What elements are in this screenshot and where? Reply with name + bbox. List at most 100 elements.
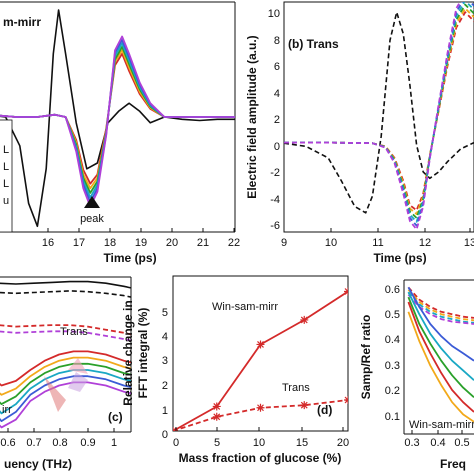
panel-a-series-0 — [0, 9, 235, 228]
panel-c-x-ticks: 0.6 0.7 0.8 0.9 1 — [0, 428, 117, 449]
panel-e-series-4 — [407, 286, 474, 362]
panel-b-y-axis-label: Electric field amplitude (a.u.) — [245, 35, 259, 198]
panel-a-x-tick-label: 21 — [197, 237, 209, 249]
panel-d-y-ticks: 0 1 2 3 4 5 — [162, 307, 168, 441]
panel-b-series-0 — [284, 11, 474, 214]
panel-a-legend-fragment-3: L — [3, 178, 9, 190]
panel-c-trend-arrows — [44, 358, 88, 412]
panel-c-label: (c) — [108, 410, 123, 424]
panel-c-frame — [0, 276, 132, 433]
panel-e-x-ticks: 0.3 0.4 0.5 — [404, 430, 470, 449]
panel-c-plot — [0, 280, 131, 429]
panel-c-x-tick-label: 1 — [111, 437, 117, 449]
panel-b-series-5 — [284, 2, 474, 227]
panel-c-downward-arrow — [44, 376, 66, 412]
panel-d-y-tick-label: 3 — [162, 355, 168, 367]
panel-c-mirr-annotation: irr — [2, 404, 12, 416]
panel-c-x-tick-label: 0.9 — [80, 437, 95, 449]
panel-e-y-tick-label: 0.6 — [385, 284, 400, 296]
panel-c-upward-arrow — [68, 372, 88, 392]
panel-a-x-ticks: 16 17 18 19 20 21 22 — [42, 228, 240, 249]
panel-d-y-tick-label: 5 — [162, 307, 168, 319]
panel-e-y-tick-label: 0.4 — [385, 334, 400, 346]
panel-b-x-axis-label: Time (ps) — [373, 251, 426, 265]
panel-e-x-tick-label: 0.4 — [430, 437, 445, 449]
panel-d-y-tick-label: 1 — [162, 405, 168, 417]
panel-d-series-1-point-1 — [212, 412, 221, 421]
panel-d-y-axis-label-line-2: FFT integral (%) — [136, 308, 150, 399]
panel-d-x-tick-label: 0 — [173, 437, 179, 449]
panel-d-frame — [172, 275, 349, 432]
panel-d-series-0-point-4 — [344, 287, 348, 296]
panel-c-x-tick-label: 0.7 — [26, 437, 41, 449]
panel-c: 0.6 0.7 0.8 0.9 1 uency (THz) Trans irr (c) — [0, 276, 132, 471]
panel-a-title-fragment: m-mirr — [3, 15, 41, 29]
panel-a-x-tick-label: 18 — [104, 237, 116, 249]
panel-e: 0.3 0.4 0.5 0.6 0.5 0.4 0.3 0.2 0.1 Samp/Ref ra… — [359, 279, 474, 471]
panel-c-series-7 — [0, 369, 131, 415]
panel-a-x-tick-label: 17 — [73, 237, 85, 249]
panel-d-plot — [173, 287, 348, 431]
panel-d-series-1-point-3 — [300, 401, 309, 410]
panel-a-legend-fragment-1: L — [3, 144, 9, 156]
panel-d-x-ticks: 0 5 10 15 20 — [173, 427, 349, 449]
panel-a-x-tick-label: 22 — [228, 237, 240, 249]
panel-e-x-tick-label: 0.3 — [404, 437, 419, 449]
panel-d-series-1-point-2 — [256, 403, 265, 412]
panel-a-legend-box — [0, 119, 13, 233]
panel-b-series-4 — [284, 2, 474, 223]
panel-a-series-6 — [0, 35, 235, 208]
panel-c-series-8 — [0, 375, 131, 422]
panel-a: 16 17 18 19 20 21 22 Time (ps) m-mirr L L L u … — [0, 1, 240, 265]
panel-e-y-axis-label: Samp/Ref ratio — [359, 315, 373, 400]
panel-b-y-tick-label: -6 — [270, 220, 280, 232]
panel-e-series-8 — [407, 311, 474, 423]
panel-b-y-tick-label: 0 — [274, 141, 280, 153]
panel-d-series-0-point-3 — [300, 315, 309, 324]
panel-d-series-0-point-1 — [212, 402, 221, 411]
panel-a-x-tick-label: 16 — [42, 237, 54, 249]
panel-a-series-2 — [0, 49, 235, 190]
panel-a-x-tick-label: 20 — [166, 237, 178, 249]
panel-d-y-tick-label: 0 — [162, 429, 168, 441]
panel-d-y-tick-label: 4 — [162, 331, 168, 343]
panel-e-x-axis-label: Freq — [440, 457, 466, 471]
panel-c-series-3 — [0, 330, 131, 342]
panel-b-x-tick-label: 13 — [464, 237, 474, 249]
panel-b-plot — [284, 2, 474, 231]
panel-c-series-0 — [0, 280, 131, 289]
panel-e-series-6 — [407, 296, 474, 398]
panel-e-plot — [407, 286, 474, 423]
panel-d-win-sam-mirr-annotation: Win-sam-mirr — [212, 301, 278, 313]
panel-d-x-axis-label: Mass fraction of glucose (%) — [179, 451, 342, 465]
peak-marker-icon — [84, 196, 100, 208]
panel-b-x-tick-label: 12 — [419, 237, 431, 249]
panel-e-y-tick-label: 0.1 — [385, 411, 400, 423]
panel-a-legend-fragment-4: u — [3, 195, 9, 207]
panel-d-x-tick-label: 10 — [253, 437, 265, 449]
panel-c-x-axis-label: uency (THz) — [4, 457, 72, 471]
panel-c-arrow-head-icon — [68, 358, 88, 374]
panel-d-series-1-point-4 — [344, 396, 348, 404]
panel-b-title: (b) Trans — [288, 37, 339, 51]
panel-c-series-4 — [0, 350, 131, 387]
panel-b-x-tick-label: 11 — [372, 237, 383, 249]
panel-e-annotation: Win-sam-mirr — [409, 419, 474, 431]
panel-c-series-6 — [0, 362, 131, 405]
panel-b-x-tick-label: 10 — [325, 237, 337, 249]
panel-e-y-tick-label: 0.3 — [385, 360, 400, 372]
panel-e-series-1 — [407, 289, 474, 322]
panel-d-x-tick-label: 15 — [296, 437, 308, 449]
panel-c-trans-annotation: Trans — [60, 326, 88, 338]
panel-b-y-tick-label: -2 — [270, 167, 280, 179]
panel-b-y-tick-label: 8 — [274, 35, 280, 47]
panel-b-y-tick-label: 2 — [274, 114, 280, 126]
panel-e-x-tick-label: 0.5 — [454, 437, 469, 449]
panel-b-x-ticks: 9 10 11 12 13 — [281, 228, 474, 249]
panel-b-series-6 — [284, 2, 474, 231]
panel-b: 9 10 11 12 13 10 8 6 4 2 0 -2 -4 -6 Time (ps) Electr… — [245, 1, 474, 265]
panel-a-series-1 — [0, 52, 235, 185]
panel-a-plot — [0, 9, 235, 228]
panel-b-y-tick-label: 6 — [274, 61, 280, 73]
